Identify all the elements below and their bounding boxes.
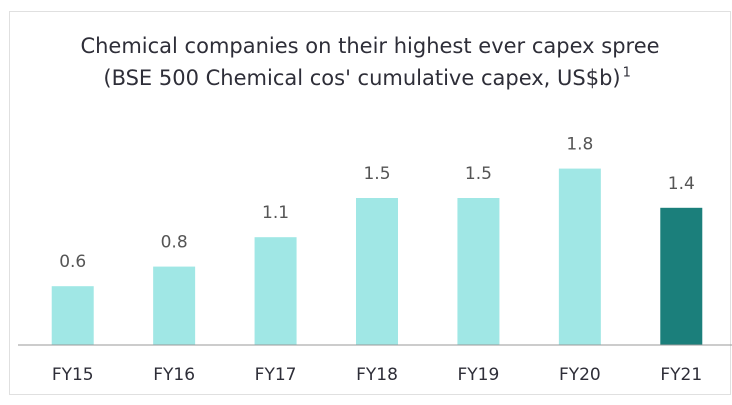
x-tick-label: FY21	[660, 365, 702, 385]
bar	[660, 207, 703, 345]
frame	[9, 11, 731, 395]
bar	[51, 286, 94, 345]
x-tick-label: FY15	[52, 365, 94, 385]
footnote-marker: 1	[623, 66, 631, 81]
value-label: 1.5	[363, 164, 390, 184]
x-tick-label: FY18	[356, 365, 398, 385]
value-label: 1.1	[262, 203, 289, 223]
value-label: 1.8	[566, 135, 593, 155]
bar	[356, 198, 398, 345]
x-tick-label: FY20	[559, 365, 601, 385]
value-label: 1.4	[668, 174, 695, 194]
x-tick-label: FY16	[153, 365, 195, 385]
chart-subtitle: (BSE 500 Chemical cos' cumulative capex,…	[103, 66, 620, 90]
x-tick-label: FY17	[255, 365, 297, 385]
bar	[254, 237, 297, 345]
bar	[153, 266, 196, 345]
value-label: 0.8	[161, 233, 188, 253]
x-tick-label: FY19	[458, 365, 500, 385]
bar	[457, 198, 500, 345]
bar	[558, 168, 601, 345]
value-label: 1.5	[465, 164, 492, 184]
chart-title: Chemical companies on their highest ever…	[80, 34, 659, 58]
value-label: 0.6	[59, 252, 86, 272]
